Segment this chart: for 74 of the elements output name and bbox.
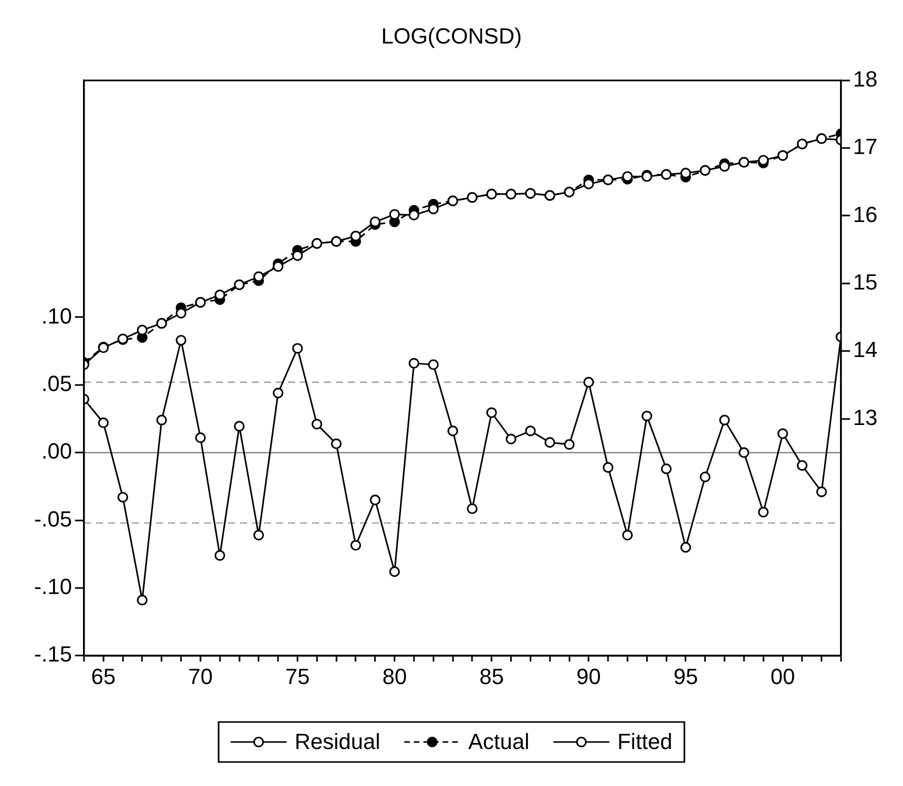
point <box>602 462 614 473</box>
y-tick-label: -.15 <box>34 642 72 667</box>
point <box>408 210 420 220</box>
y2-tick-label: 17 <box>853 134 878 160</box>
point <box>680 542 692 553</box>
point <box>389 566 400 577</box>
point <box>700 472 710 482</box>
legend-label: Actual <box>468 729 530 754</box>
x-tick-label: 90 <box>576 664 601 689</box>
point <box>428 359 439 370</box>
x-tick-label: 85 <box>479 664 504 689</box>
y2-tick-label: 18 <box>853 66 878 92</box>
point <box>370 494 380 506</box>
point <box>680 168 692 178</box>
point <box>214 550 226 561</box>
point <box>312 418 322 430</box>
point <box>583 178 594 190</box>
point <box>447 426 458 436</box>
point <box>642 410 652 422</box>
x-tick-label: 80 <box>382 664 407 689</box>
point <box>758 506 769 518</box>
point <box>195 432 206 443</box>
point <box>622 530 633 540</box>
point <box>136 324 148 336</box>
chart-title: LOG(CONSD) <box>381 23 522 48</box>
y2-tick-label: 14 <box>853 337 878 362</box>
point <box>777 428 788 439</box>
point <box>98 418 109 428</box>
point <box>136 594 148 606</box>
y-tick-label: -.10 <box>34 574 72 599</box>
y-tick-label: .10 <box>41 303 72 328</box>
point <box>622 171 633 182</box>
point <box>331 438 342 450</box>
point <box>292 343 303 354</box>
x-tick-label: 95 <box>673 664 698 689</box>
point <box>389 209 400 220</box>
point <box>506 434 516 444</box>
x-tick-label: 75 <box>285 664 310 689</box>
point <box>350 230 362 242</box>
point <box>719 161 730 172</box>
point <box>272 261 284 272</box>
point <box>738 447 750 458</box>
point <box>719 414 730 426</box>
point <box>583 376 594 388</box>
point <box>253 530 264 540</box>
x-tick-label: 65 <box>91 664 116 689</box>
point <box>156 414 167 426</box>
point <box>253 271 264 282</box>
point <box>466 503 478 514</box>
y-tick-label: .05 <box>41 370 72 396</box>
y-tick-label: -.05 <box>34 506 72 532</box>
point <box>234 420 245 432</box>
x-tick-label: 00 <box>770 664 796 689</box>
point <box>272 388 284 398</box>
point <box>544 437 556 448</box>
point <box>525 426 536 436</box>
point <box>408 358 420 369</box>
x-tick-label: 70 <box>188 664 213 689</box>
point <box>661 464 672 474</box>
point <box>486 407 497 418</box>
point <box>816 486 827 498</box>
y-tick-label: .00 <box>41 438 72 464</box>
y2-tick-label: 13 <box>853 404 878 430</box>
point <box>214 290 226 300</box>
point <box>118 492 128 503</box>
legend-label: Residual <box>294 729 380 754</box>
y2-tick-label: 15 <box>853 269 878 294</box>
point <box>176 334 186 346</box>
point <box>350 540 362 551</box>
point <box>428 204 439 214</box>
point <box>796 460 808 471</box>
y2-tick-label: 16 <box>853 202 878 227</box>
point <box>564 439 575 450</box>
legend-label: Fitted <box>617 729 672 754</box>
